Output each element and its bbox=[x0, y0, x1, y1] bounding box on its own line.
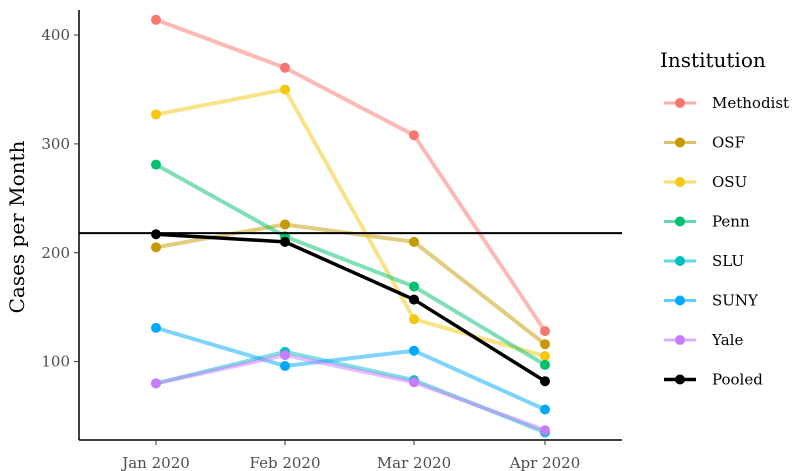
legend-item-slu: SLU bbox=[664, 252, 744, 270]
series-line-slu bbox=[154, 349, 547, 435]
x-tick-label: Jan 2020 bbox=[120, 454, 190, 471]
x-tick-label: Mar 2020 bbox=[377, 454, 451, 471]
data-point-penn bbox=[409, 281, 419, 292]
legend-key-point bbox=[675, 177, 685, 187]
data-point-yale bbox=[540, 425, 550, 436]
data-point-methodist bbox=[409, 130, 419, 141]
legend-item-methodist: Methodist bbox=[664, 94, 789, 112]
data-point-yale bbox=[151, 378, 161, 389]
x-tick-label: Feb 2020 bbox=[249, 454, 320, 471]
x-tick-label: Apr 2020 bbox=[509, 454, 581, 471]
legend-label: SUNY bbox=[712, 292, 759, 310]
data-point-pooled bbox=[409, 294, 419, 305]
legend-label: Methodist bbox=[712, 94, 789, 112]
data-point-yale bbox=[280, 350, 290, 361]
data-point-osf bbox=[151, 242, 161, 253]
legend-label: Yale bbox=[711, 331, 743, 349]
legend-key-point bbox=[675, 98, 685, 108]
legend-item-suny: SUNY bbox=[664, 292, 759, 310]
legend: Institution Methodist OSF OSU Penn SLU SUNY Ya… bbox=[660, 48, 789, 389]
y-tick-label: 200 bbox=[41, 244, 70, 262]
data-point-osu bbox=[151, 109, 161, 120]
legend-label: Penn bbox=[712, 213, 750, 231]
legend-label: OSF bbox=[712, 134, 745, 152]
y-axis-label: Cases per Month bbox=[5, 140, 29, 313]
legend-key-point bbox=[675, 295, 685, 306]
series-lines bbox=[154, 17, 547, 435]
data-point-pooled bbox=[151, 229, 161, 240]
y-tick-label: 300 bbox=[41, 135, 70, 153]
data-point-osf bbox=[540, 339, 550, 350]
series-line-suny bbox=[154, 325, 547, 412]
data-point-suny bbox=[409, 345, 419, 356]
data-point-methodist bbox=[280, 62, 290, 73]
data-point-suny bbox=[151, 322, 161, 333]
data-point-osu bbox=[409, 314, 419, 325]
data-point-osf bbox=[409, 236, 419, 247]
series-line-pooled bbox=[154, 232, 547, 383]
legend-label: Pooled bbox=[712, 371, 763, 389]
legend-label: SLU bbox=[712, 252, 744, 270]
data-point-pooled bbox=[540, 376, 550, 387]
axis-ticks: 100 200 300 400 Jan 2020 Feb 2020 Mar 2020 Apr … bbox=[41, 26, 580, 471]
series-line-osu bbox=[154, 87, 547, 359]
legend-key-point bbox=[675, 374, 685, 385]
legend-key-point bbox=[675, 256, 685, 266]
legend-item-yale: Yale bbox=[664, 331, 743, 349]
legend-item-osf: OSF bbox=[664, 134, 745, 152]
data-point-suny bbox=[280, 360, 290, 371]
legend-item-pooled: Pooled bbox=[664, 371, 763, 389]
legend-title: Institution bbox=[660, 48, 766, 72]
data-point-osu bbox=[280, 84, 290, 95]
data-point-methodist bbox=[151, 14, 161, 25]
data-point-methodist bbox=[540, 326, 550, 337]
series-line-methodist bbox=[154, 17, 547, 334]
legend-item-penn: Penn bbox=[664, 213, 750, 231]
legend-key-point bbox=[675, 137, 685, 148]
data-point-penn bbox=[151, 159, 161, 170]
data-point-yale bbox=[409, 377, 419, 388]
y-tick-label: 100 bbox=[41, 353, 70, 371]
series-line-penn bbox=[154, 162, 547, 367]
data-point-osu bbox=[540, 351, 550, 362]
legend-key-point bbox=[675, 335, 685, 345]
data-point-suny bbox=[540, 404, 550, 415]
legend-label: OSU bbox=[712, 173, 747, 191]
data-point-osf bbox=[280, 219, 290, 230]
legend-key-point bbox=[675, 216, 685, 227]
series-points bbox=[151, 14, 550, 438]
data-point-penn bbox=[540, 359, 550, 370]
series-line-yale bbox=[154, 353, 547, 433]
y-tick-label: 400 bbox=[41, 26, 70, 44]
legend-item-osu: OSU bbox=[664, 173, 747, 191]
data-point-pooled bbox=[280, 236, 290, 247]
